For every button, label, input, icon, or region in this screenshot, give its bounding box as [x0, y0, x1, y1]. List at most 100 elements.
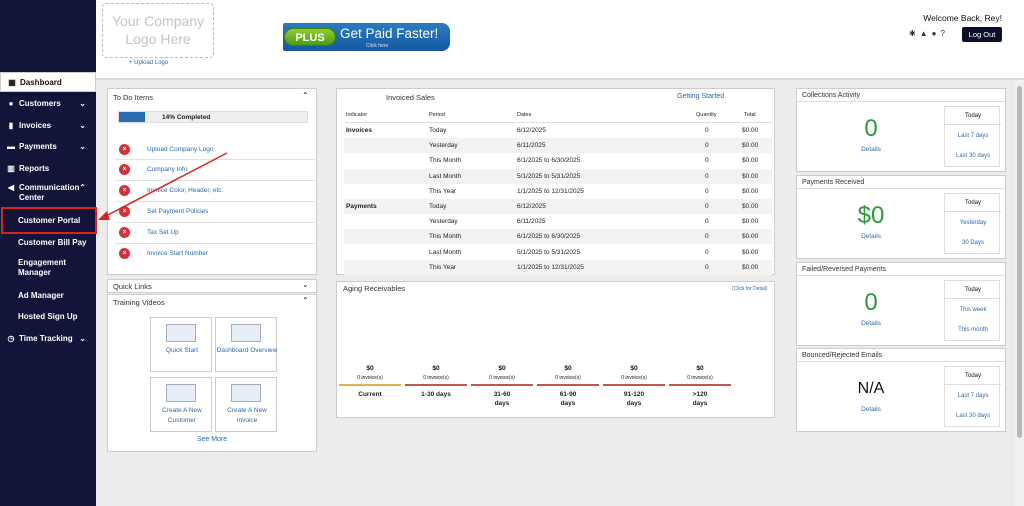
period-option[interactable]: Today	[945, 113, 1001, 125]
sidebar-item-customer-bill-pay[interactable]: Customer Bill Pay	[0, 236, 96, 250]
tile-label: Create A New Invoice	[227, 407, 267, 424]
table-cell: Payments	[346, 203, 377, 210]
todo-item[interactable]: × Company Info	[119, 164, 187, 175]
sidebar-item-time-tracking[interactable]: ◷ Time Tracking ⌄	[0, 331, 96, 345]
upload-logo-link[interactable]: + Upload Logo	[129, 60, 169, 66]
chevron-down-icon[interactable]: ⌄	[302, 280, 309, 289]
period-option[interactable]: 30 Days	[961, 240, 984, 246]
training-tile[interactable]: Dashboard Overview	[215, 317, 277, 372]
card-details-link[interactable]: Details	[861, 146, 881, 153]
table-row: This Month 6/1/2025 to 6/30/2025 0 $0.00	[344, 153, 772, 168]
card-title: Payments Received	[797, 176, 1005, 189]
divider	[115, 180, 317, 181]
period-option[interactable]: Today	[945, 287, 1001, 299]
bucket-bar	[603, 384, 665, 386]
aging-bucket[interactable]: $0 0 invoice(s) 61-90 days	[537, 365, 599, 408]
help-icon[interactable]: ?	[940, 29, 949, 38]
getting-started-link[interactable]: Getting Started	[677, 93, 725, 100]
video-thumbnail-icon	[166, 324, 196, 342]
sidebar-item-customers[interactable]: ● Customers ⌄	[0, 96, 96, 110]
column-header: Period	[429, 112, 445, 118]
video-thumbnail-icon	[166, 384, 196, 402]
user-icon[interactable]: ●	[931, 29, 941, 38]
banner-subtext: Click here	[366, 43, 389, 49]
table-row: Invoices Today 6/12/2025 0 $0.00	[344, 123, 772, 138]
training-tile[interactable]: Quick Start	[150, 317, 212, 372]
aging-bucket[interactable]: $0 0 invoice(s) 91-120 days	[603, 365, 665, 408]
sidebar-item-ad-manager[interactable]: Ad Manager	[0, 289, 96, 303]
period-option[interactable]: This week	[959, 307, 987, 313]
sidebar-item-customer-portal[interactable]: Customer Portal	[0, 214, 96, 228]
todo-progress-label: 14% Completed	[162, 114, 211, 121]
period-option[interactable]: Last 7 days	[957, 133, 989, 139]
collapse-training-icon[interactable]: ⌃	[302, 296, 309, 305]
training-tile[interactable]: Create A New Invoice	[215, 377, 277, 432]
table-cell: 6/12/2025	[517, 203, 546, 210]
x-circle-icon: ×	[119, 185, 130, 196]
todo-item[interactable]: × Upload Company Logo	[119, 144, 214, 155]
card-details-link[interactable]: Details	[861, 233, 881, 240]
period-option[interactable]: Yesterday	[959, 220, 987, 226]
scrollbar-thumb[interactable]	[1017, 86, 1022, 438]
collapse-todo-icon[interactable]: ⌃	[302, 91, 309, 100]
sidebar-item-reports[interactable]: ▥ Reports	[0, 161, 96, 175]
todo-item-label: Invoice Color, Header, etc.	[147, 187, 224, 194]
summary-card: Failed/Reversed Payments 0 Details Today Thi…	[796, 262, 1006, 346]
sidebar-item-dashboard[interactable]: ▦ Dashboard	[0, 72, 96, 92]
period-option[interactable]: Last 30 days	[955, 413, 991, 419]
card-period-options: Today This week This month	[944, 280, 1001, 341]
period-option[interactable]: Today	[945, 373, 1001, 385]
card-details-link[interactable]: Details	[861, 320, 881, 327]
sidebar-item-payments[interactable]: ▬ Payments ⌄	[0, 139, 96, 153]
table-row: Last Month 5/1/2025 to 5/31/2025 0 $0.00	[344, 168, 772, 184]
todo-item[interactable]: × Invoice Start Number	[119, 248, 208, 259]
aging-bucket[interactable]: $0 0 invoice(s) Current	[339, 365, 401, 399]
todo-item[interactable]: × Set Payment Policies	[119, 206, 208, 217]
aging-bucket[interactable]: $0 0 invoice(s) 31-60 days	[471, 365, 533, 408]
sidebar: ▦ Dashboard ● Customers ⌄ ▮ Invoices ⌄ ▬ Payme…	[0, 0, 96, 506]
bucket-invoice-count: 0 invoice(s)	[555, 375, 581, 381]
table-cell: 6/11/2025	[517, 218, 546, 226]
period-option[interactable]: Last 7 days	[957, 393, 989, 399]
annotation-highlight-box	[1, 207, 97, 234]
period-option[interactable]: Last 30 days	[955, 153, 991, 159]
todo-item[interactable]: × Tax Set Up	[119, 227, 179, 238]
invoiced-sales-title: Invoiced Sales	[386, 93, 435, 102]
sidebar-item-communication-center[interactable]: ◀ Communication Center ⌃	[0, 183, 96, 205]
sidebar-item-hosted-sign-up[interactable]: Hosted Sign Up	[0, 310, 96, 324]
table-header: Indicator Period Dates Quantity Total	[344, 108, 772, 123]
sidebar-item-invoices[interactable]: ▮ Invoices ⌄	[0, 118, 96, 132]
aging-bucket[interactable]: $0 0 invoice(s) >120 days	[669, 365, 731, 408]
table-cell: $0.00	[742, 248, 759, 256]
table-cell: This Year	[429, 263, 457, 271]
company-logo-placeholder[interactable]: Your Company Logo Here	[102, 3, 214, 58]
aging-detail-link[interactable]: (Click for Detail)	[732, 286, 768, 292]
table-cell: 1/1/2025 to 12/31/2025	[517, 263, 584, 271]
card-details-link[interactable]: Details	[861, 406, 881, 413]
column-header: Indicator	[346, 112, 368, 118]
aging-bucket[interactable]: $0 0 invoice(s) 1-30 days	[405, 365, 467, 399]
column-header: Total	[744, 112, 756, 118]
todo-item[interactable]: × Invoice Color, Header, etc.	[119, 185, 223, 196]
table-cell: $0.00	[742, 172, 759, 180]
quick-links-panel[interactable]: Quick Links ⌄	[107, 279, 317, 293]
gear-icon[interactable]: ✱	[909, 29, 920, 38]
period-option[interactable]: Today	[945, 200, 1001, 212]
bucket-invoice-count: 0 invoice(s)	[423, 375, 449, 381]
sidebar-item-engagement-manager[interactable]: Engagement Manager	[0, 258, 96, 280]
card-title: Bounced/Rejected Emails	[797, 349, 1005, 362]
logout-button[interactable]: Log Out	[962, 27, 1002, 42]
period-option[interactable]: This month	[958, 327, 988, 333]
see-more-link[interactable]: See More	[196, 436, 228, 443]
bucket-label: 1-30 days	[421, 391, 451, 398]
training-tile[interactable]: Create A New Customer	[150, 377, 212, 432]
sidebar-item-label: Engagement Manager	[18, 258, 67, 277]
thumbs-up-icon[interactable]: ▲	[919, 29, 932, 38]
divider	[115, 243, 317, 244]
tile-label: Create A New Customer	[162, 407, 202, 424]
table-cell: 0	[705, 218, 709, 226]
table-row: This Year 1/1/2025 to 12/31/2025 0 $0.00	[344, 184, 772, 199]
sidebar-item-label: Customer Bill Pay	[18, 238, 87, 247]
todo-item-label: Company Info	[147, 166, 188, 173]
